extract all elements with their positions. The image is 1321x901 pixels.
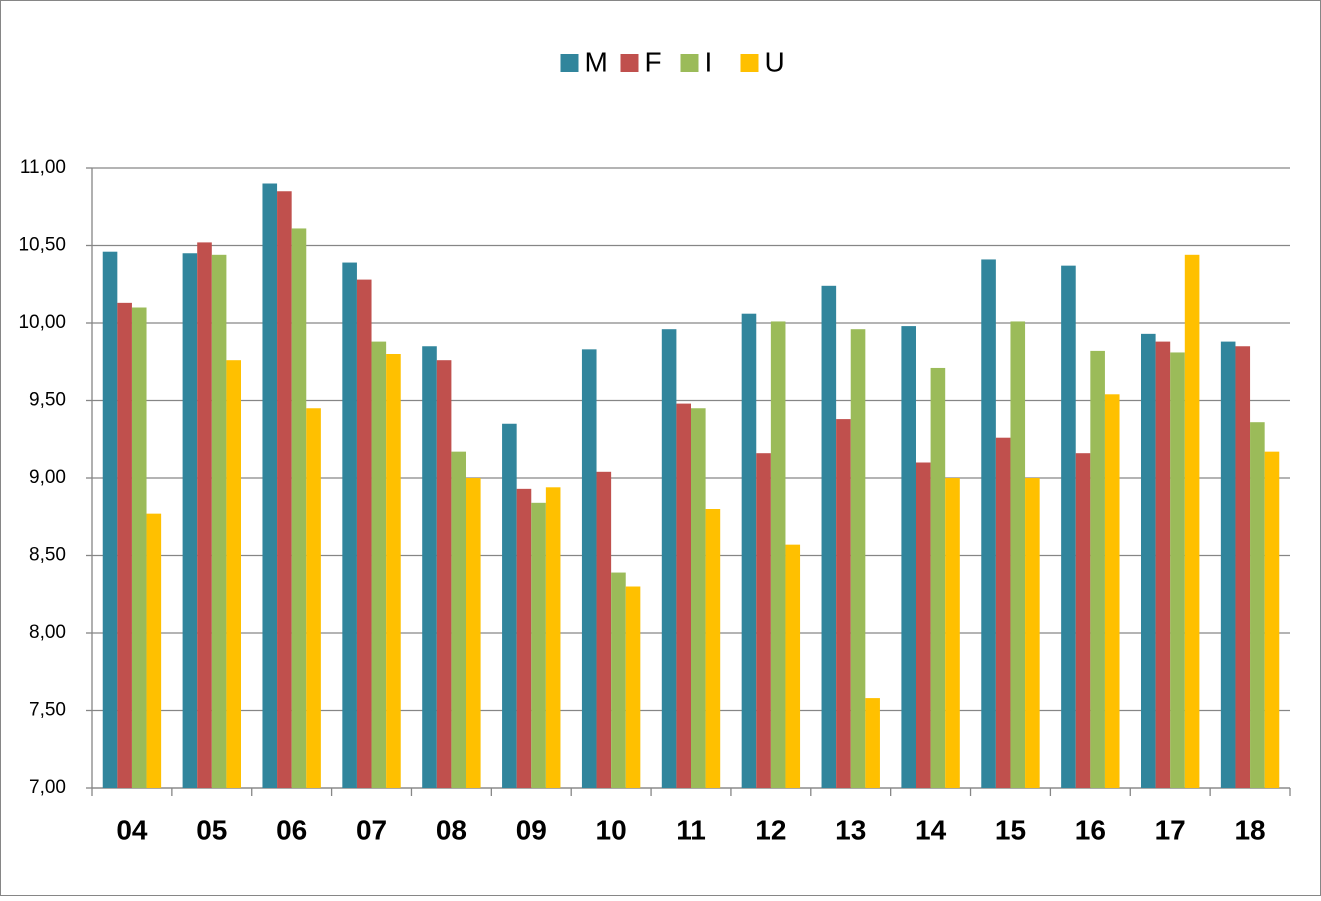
x-tick-label: 12: [755, 814, 786, 845]
bar: [1061, 265, 1076, 788]
bar: [117, 302, 132, 788]
legend-swatch: [620, 54, 639, 72]
bar: [850, 329, 866, 788]
bar: [531, 502, 546, 788]
y-tick-label: 10,00: [18, 312, 66, 333]
bar: [342, 262, 357, 788]
x-tick-label: 13: [835, 814, 866, 845]
legend-label: U: [765, 46, 785, 77]
bar: [197, 242, 212, 788]
bar: [625, 586, 641, 788]
x-tick-label: 16: [1075, 814, 1106, 845]
bar: [691, 408, 706, 788]
bar: [226, 360, 241, 788]
bar: [291, 228, 307, 788]
bar: [146, 513, 162, 788]
bar: [865, 698, 880, 788]
bar: [356, 279, 372, 788]
bar: [836, 419, 851, 788]
bar: [1090, 350, 1105, 788]
bar: [930, 367, 946, 788]
bar: [756, 453, 771, 788]
bar: [1025, 478, 1040, 788]
bar: [451, 451, 466, 788]
y-tick-label: 7,50: [29, 700, 66, 721]
bar: [611, 572, 626, 788]
bar: [102, 251, 118, 788]
bar: [182, 253, 198, 788]
bar: [277, 191, 292, 788]
bar: [1235, 346, 1251, 788]
x-tick-label: 09: [516, 814, 547, 845]
y-tick-label: 11,00: [20, 157, 66, 178]
bar: [466, 478, 481, 788]
y-tick-label: 7,00: [29, 777, 66, 798]
x-tick-label: 11: [676, 814, 706, 845]
x-tick-label: 05: [196, 814, 227, 845]
bar: [1075, 453, 1091, 788]
bar: [211, 254, 227, 789]
bar: [661, 329, 677, 788]
bar: [1155, 341, 1171, 788]
x-tick-label: 04: [116, 814, 148, 845]
bar: [581, 349, 597, 788]
bar: [436, 360, 452, 788]
bar: [1184, 254, 1200, 789]
bar: [981, 259, 996, 788]
x-tick-label: 14: [915, 814, 947, 845]
bar: [1250, 422, 1265, 788]
bar: [1170, 352, 1185, 788]
x-tick-label: 10: [596, 814, 627, 845]
legend-label: F: [645, 46, 662, 77]
y-tick-label: 9,50: [29, 390, 66, 411]
legend-label: M: [585, 46, 608, 77]
x-tick-label: 08: [436, 814, 467, 845]
bar: [785, 544, 801, 788]
bar: [1220, 341, 1236, 788]
legend-label: I: [705, 46, 713, 77]
bar: [901, 326, 916, 788]
bar: [262, 183, 278, 788]
bar: [770, 321, 786, 788]
bar: [131, 307, 147, 788]
x-tick-label: 18: [1234, 814, 1265, 845]
bar: [741, 313, 757, 788]
bar: [821, 285, 837, 788]
bar: [916, 462, 931, 788]
bar: [306, 408, 321, 788]
y-tick-label: 9,00: [29, 467, 66, 488]
bar: [995, 437, 1011, 788]
y-tick-label: 8,50: [29, 545, 66, 566]
bar: [545, 487, 561, 788]
bar: [1010, 321, 1026, 788]
y-tick-label: 10,50: [18, 235, 66, 256]
x-tick-label: 06: [276, 814, 307, 845]
bar: [516, 488, 532, 788]
bar: [945, 478, 960, 788]
x-tick-label: 15: [995, 814, 1026, 845]
x-tick-label: 07: [356, 814, 387, 845]
bar: [1264, 451, 1280, 788]
legend-swatch: [560, 54, 579, 72]
bar: [502, 423, 517, 788]
x-tick-label: 17: [1155, 814, 1186, 845]
bar: [596, 471, 612, 788]
bar: [371, 341, 387, 788]
legend-swatch: [680, 54, 699, 72]
bar: [705, 509, 721, 788]
bar: [1104, 394, 1120, 788]
legend-swatch: [740, 54, 759, 72]
bar: [386, 354, 401, 788]
bar: [1141, 333, 1156, 788]
bar: [676, 403, 691, 788]
y-tick-label: 8,00: [29, 622, 66, 643]
bar: [422, 346, 437, 788]
